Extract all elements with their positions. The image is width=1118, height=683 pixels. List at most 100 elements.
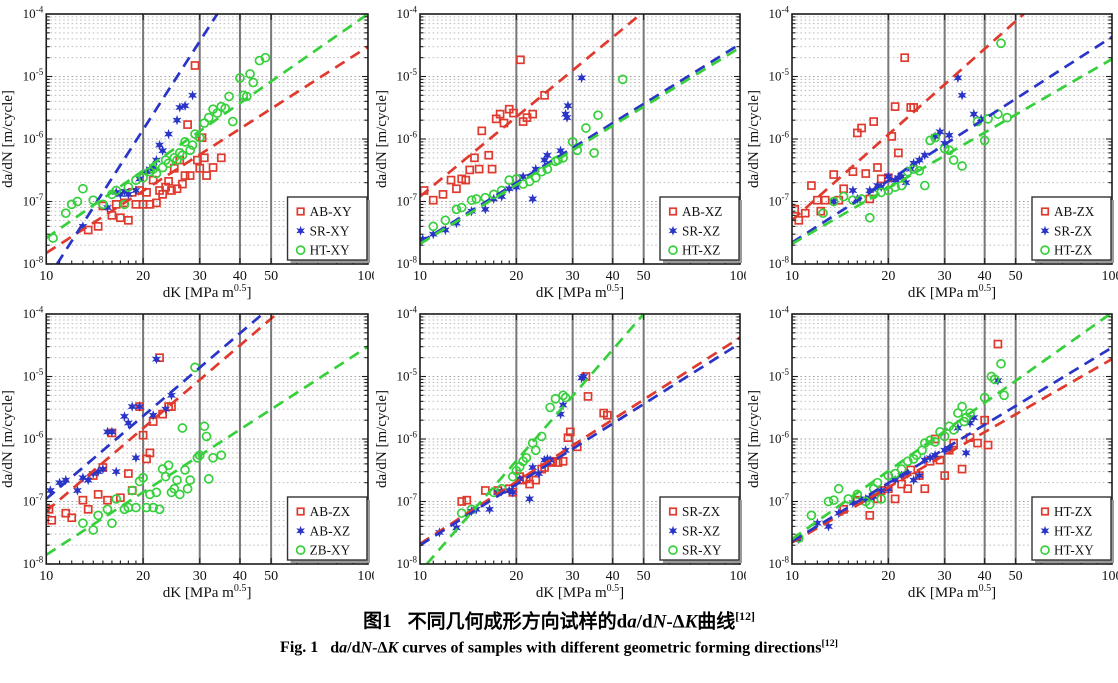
fit-line-AB-XZ <box>46 314 264 500</box>
chart-element: ] <box>246 285 251 300</box>
y-tick-label: 10-6 <box>397 129 418 146</box>
legend-label: HT-XZ <box>682 243 720 258</box>
scatter-marker-star <box>93 466 103 477</box>
scatter-marker-circle <box>78 518 88 529</box>
scatter-marker-circle <box>154 504 165 515</box>
chart-element: 0.5 <box>607 583 620 594</box>
scatter-marker-circle <box>172 475 182 485</box>
scatter-marker-star <box>485 504 495 515</box>
scatter-marker-circle <box>194 450 205 461</box>
scatter-marker-circle <box>98 199 108 210</box>
scatter-marker-star <box>961 447 971 459</box>
scatter-marker-circle <box>123 182 134 192</box>
y-tick-label: 10-7 <box>23 192 44 209</box>
scatter-marker-circle <box>102 504 113 515</box>
x-tick-label: 10 <box>785 569 799 584</box>
scatter-marker-star <box>969 412 979 423</box>
scatter-marker-circle <box>185 475 195 485</box>
y-tick-label: 10-4 <box>397 304 418 321</box>
legend-label: HT-XY <box>310 243 350 258</box>
scatter-marker-square <box>446 175 456 185</box>
scatter-marker-star <box>497 191 507 202</box>
plot-area <box>420 14 740 264</box>
fit-line-SR-XY <box>55 14 219 264</box>
x-tick-label: 50 <box>1009 269 1023 284</box>
scatter-marker-square <box>602 410 612 420</box>
x-tick-label: 40 <box>978 269 992 284</box>
scatter-marker-star <box>78 221 88 232</box>
x-axis-title: dK [MPa m0.5] <box>536 583 624 600</box>
scatter-marker-circle <box>216 450 227 461</box>
scatter-marker-circle <box>864 499 875 510</box>
chart-element: -8 <box>782 554 790 564</box>
chart-element: ] <box>991 285 996 300</box>
chart-element: -7 <box>782 192 790 202</box>
scatter-marker-circle <box>948 155 959 165</box>
scatter-marker-circle <box>948 425 959 435</box>
scatter-marker-square <box>484 150 494 160</box>
legend-label: SR-XZ <box>682 523 720 538</box>
scatter-marker-square <box>531 475 541 485</box>
chart-element: 10 <box>769 494 782 509</box>
chart-canvas: 102030405010010-810-710-610-510-4dK [MPa… <box>746 304 1118 600</box>
caption-en-text: da/dN-ΔK curves of samples with differen… <box>330 639 821 656</box>
scatter-marker-square <box>973 438 982 448</box>
chart-element: -4 <box>36 4 44 14</box>
scatter-marker-circle <box>925 435 935 446</box>
scatter-marker-star <box>561 445 571 456</box>
scatter-marker-square <box>296 207 305 216</box>
scatter-marker-circle <box>957 161 967 171</box>
scatter-marker-circle <box>545 402 555 413</box>
chart-element: 10 <box>397 6 410 21</box>
scatter-marker-square <box>900 53 910 63</box>
scatter-marker-star <box>164 128 174 140</box>
scatter-marker-circle <box>163 158 174 169</box>
subplot-bottom-middle: 102030405010010-810-710-610-510-4dK [MPa… <box>374 300 746 600</box>
scatter-marker-square <box>438 190 448 199</box>
plot-area <box>792 314 1112 564</box>
y-tick-label: 10-8 <box>397 254 418 271</box>
scatter-marker-star <box>823 521 833 532</box>
scatter-marker-square <box>462 495 472 505</box>
scatter-marker-circle <box>828 495 839 506</box>
scatter-marker-star <box>102 202 113 213</box>
scatter-marker-star <box>296 525 305 536</box>
series-SR-XY <box>78 90 198 232</box>
scatter-marker-star <box>440 224 450 236</box>
caption-segment: 曲线 <box>697 611 736 633</box>
scatter-marker-square <box>1040 507 1050 516</box>
chart-element: -6 <box>782 429 790 439</box>
chart-element: -5 <box>782 367 790 377</box>
scatter-marker-square <box>470 153 479 163</box>
scatter-marker-square <box>167 186 176 195</box>
chart-canvas: 102030405010010-810-710-610-510-4dK [MPa… <box>746 4 1118 300</box>
scatter-marker-circle <box>127 485 138 496</box>
scatter-marker-star <box>957 90 967 101</box>
scatter-marker-circle <box>567 137 578 147</box>
scatter-marker-star <box>46 485 55 496</box>
chart-element: -8 <box>410 254 418 264</box>
scatter-marker-circle <box>185 145 195 156</box>
chart-canvas: 102030405010010-810-710-610-510-4dK [MPa… <box>374 4 746 300</box>
scatter-marker-square <box>583 392 593 401</box>
scatter-marker-square <box>800 208 810 218</box>
scatter-marker-square <box>183 120 192 129</box>
scatter-marker-circle <box>174 489 185 500</box>
x-tick-label: 40 <box>233 568 247 584</box>
scatter-marker-circle <box>199 118 210 128</box>
fit-line-AB-XY <box>46 45 368 255</box>
y-tick-label: 10-6 <box>23 129 44 146</box>
scatter-marker-star <box>451 217 461 229</box>
scatter-marker-star <box>123 189 133 200</box>
x-tick-label: 50 <box>264 268 278 284</box>
scatter-marker-square <box>957 464 967 474</box>
scatter-marker-circle <box>581 123 591 133</box>
scatter-marker-star <box>668 225 678 236</box>
scatter-marker-square <box>93 222 103 231</box>
series-HT-XZ <box>794 375 1003 545</box>
chart-canvas: 102030405010010-810-710-610-510-4dK [MPa… <box>0 304 374 600</box>
scatter-marker-star <box>579 371 589 382</box>
scatter-marker-star <box>865 185 875 196</box>
y-tick-label: 10-5 <box>23 67 44 84</box>
scatter-marker-star <box>111 466 121 477</box>
